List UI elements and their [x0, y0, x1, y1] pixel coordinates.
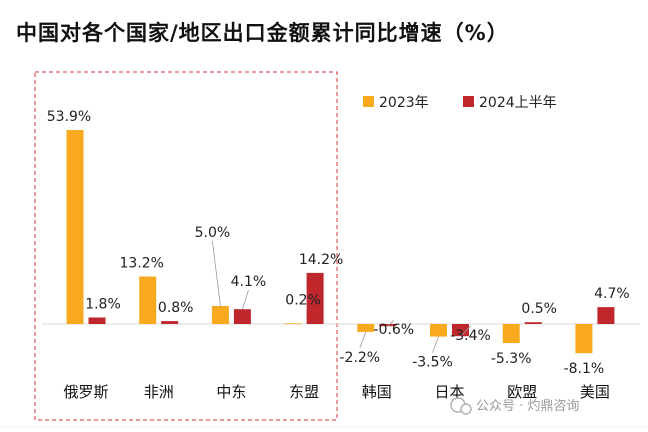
leader-line-2023-日本 — [432, 336, 439, 353]
data-label-2023-欧盟: -5.3% — [491, 351, 532, 367]
data-label-2023-中东: 5.0% — [195, 225, 231, 241]
legend-swatch-2023 — [363, 96, 374, 107]
bars-group — [66, 130, 615, 354]
category-label-俄罗斯: 俄罗斯 — [63, 383, 108, 401]
bar-2023-非洲 — [139, 276, 157, 324]
data-label-2024h1-中东: 4.1% — [231, 274, 267, 290]
legend-label-2024h1: 2024上半年 — [479, 95, 557, 111]
data-label-2024h1-美国: 4.7% — [594, 286, 630, 302]
data-label-2023-韩国: -2.2% — [339, 350, 380, 366]
bar-2024h1-非洲 — [161, 321, 179, 324]
bar-2024h1-中东 — [233, 309, 251, 324]
data-label-2023-俄罗斯: 53.9% — [47, 109, 91, 125]
bar-2023-俄罗斯 — [66, 130, 84, 324]
category-label-中东: 中东 — [216, 383, 246, 401]
legend: 2023年 2024上半年 — [363, 95, 557, 111]
bar-2023-韩国 — [357, 324, 375, 332]
legend-swatch-2024h1 — [463, 96, 474, 107]
bar-2023-东盟 — [284, 323, 302, 325]
data-label-2024h1-非洲: 0.8% — [158, 300, 194, 316]
bar-2024h1-美国 — [597, 307, 615, 324]
bar-2024h1-日本 — [452, 324, 469, 337]
data-label-2023-东盟: 0.2% — [285, 292, 321, 308]
highlight-box — [34, 71, 338, 421]
labels-group: 53.9% 1.8% 13.2% 0.8% 5.0% 4.1% 0.2% 14.2% -2.2%… — [47, 109, 630, 377]
leader-line-2023-韩国 — [359, 331, 367, 349]
bar-2023-日本 — [430, 324, 447, 337]
leader-line-2024h1-韩国 — [387, 319, 395, 327]
bar-2024h1-欧盟 — [524, 322, 542, 324]
bar-2024h1-东盟 — [306, 272, 324, 324]
bar-2024h1-韩国 — [379, 324, 397, 327]
data-label-2024h1-韩国: -0.6% — [373, 322, 414, 338]
category-label-韩国: 韩国 — [362, 383, 392, 401]
wechat-icon-small — [460, 403, 472, 415]
category-label-日本: 日本 — [434, 383, 464, 401]
leader-line-2023-中东 — [212, 240, 221, 307]
watermark-text: 公众号 · 灼鼎咨询 — [476, 399, 579, 414]
data-label-2024h1-俄罗斯: 1.8% — [85, 297, 121, 313]
category-label-美国: 美国 — [580, 383, 610, 401]
leader-line-2024h1-日本 — [460, 325, 471, 337]
category-label-欧盟: 欧盟 — [507, 383, 537, 401]
data-label-2023-美国: -8.1% — [564, 361, 605, 377]
chart-title: 中国对各个国家/地区出口金额累计同比增速（%） — [16, 21, 509, 45]
data-label-2024h1-日本: -3.4% — [450, 328, 491, 344]
bar-2023-欧盟 — [502, 324, 520, 344]
categories-group: 俄罗斯 非洲 中东 东盟 韩国 日本 欧盟 美国 — [63, 383, 609, 401]
data-label-2023-非洲: 13.2% — [119, 256, 163, 272]
category-label-东盟: 东盟 — [289, 383, 319, 401]
category-label-非洲: 非洲 — [144, 383, 174, 401]
legend-label-2023: 2023年 — [379, 95, 429, 111]
leader-line-2024h1-中东 — [242, 290, 249, 310]
data-label-2024h1-东盟: 14.2% — [299, 252, 343, 268]
watermark: 公众号 · 灼鼎咨询 — [450, 397, 579, 415]
data-label-2023-日本: -3.5% — [412, 355, 453, 371]
bar-2023-中东 — [211, 306, 229, 324]
data-label-2024h1-欧盟: 0.5% — [521, 301, 557, 317]
bar-2024h1-俄罗斯 — [88, 317, 106, 324]
bar-2023-美国 — [575, 324, 593, 354]
